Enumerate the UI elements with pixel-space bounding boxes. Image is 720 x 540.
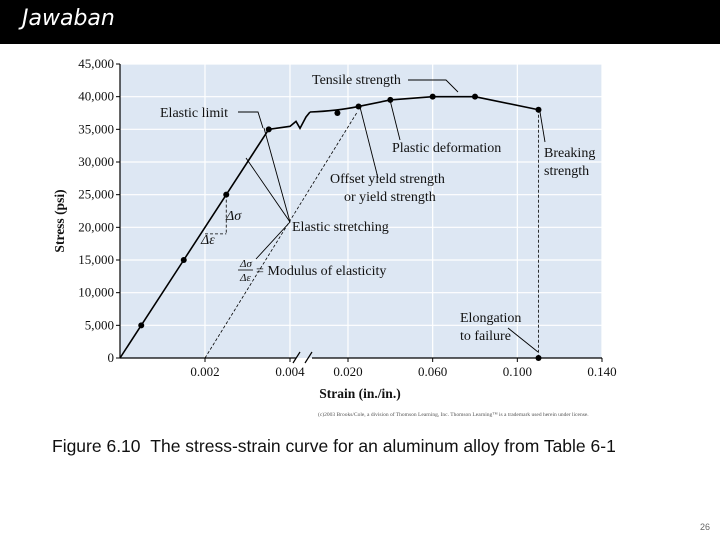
y-tick-label: 0	[108, 350, 115, 365]
y-tick-label: 25,000	[78, 187, 114, 202]
curve-plastic	[309, 95, 539, 113]
data-point	[180, 257, 187, 263]
y-tick-label: 5,000	[85, 317, 114, 332]
figure-caption: Figure 6.10 The stress-strain curve for …	[52, 436, 616, 457]
annotation-modulus-top: Δσ	[239, 258, 252, 270]
data-point	[334, 110, 341, 116]
y-tick-label: 15,000	[78, 252, 114, 267]
delta-sigma-label: Δσ	[225, 209, 242, 224]
x-tick-label: 0.060	[418, 364, 447, 379]
leader-tensile	[408, 79, 459, 93]
leader-elongation	[507, 327, 539, 353]
leader-elastic-limit-2	[263, 127, 291, 223]
offset-dashed-line	[204, 112, 358, 359]
breaking-point-marker	[535, 355, 542, 361]
leader-breaking	[539, 111, 546, 143]
y-tick-label: 10,000	[78, 285, 114, 300]
x-tick-label: 0.004	[275, 364, 305, 379]
annotation-modulus-text: = Modulus of elasticity	[256, 264, 386, 279]
annotation-elongation-1: Elongation	[460, 311, 521, 326]
leader-plastic	[389, 99, 401, 141]
header-bar: Jawaban	[0, 0, 720, 44]
x-tick-label: 0.100	[503, 364, 532, 379]
annotation-offset-2: or yield strength	[344, 190, 436, 205]
annotation-elongation-2: to failure	[460, 329, 511, 344]
x-axis-label: Strain (in./in.)	[319, 386, 400, 401]
annotation-elastic-stretching: Elastic stretching	[292, 220, 389, 235]
data-point	[265, 126, 272, 133]
leader-offset	[359, 106, 379, 179]
leader-elastic-stretching	[245, 157, 291, 260]
y-tick-label: 35,000	[78, 121, 114, 136]
annotation-tensile: Tensile strength	[312, 73, 401, 88]
data-point	[138, 322, 145, 329]
annotation-elastic-limit: Elastic limit	[160, 106, 228, 121]
annotation-modulus-bottom: Δε	[239, 272, 251, 284]
annotation-offset-1: Offset yield strength	[330, 172, 445, 187]
annotation-breaking-2: strength	[544, 164, 589, 179]
caption-label: Figure 6.10	[52, 436, 141, 456]
page-number: 26	[699, 522, 710, 532]
x-tick-label: 0.002	[190, 364, 219, 379]
y-tick-label: 45,000	[78, 56, 114, 71]
x-tick-label: 0.140	[587, 364, 616, 379]
slide-title: Jawaban	[22, 6, 115, 31]
y-axis-label: Stress (psi)	[52, 189, 67, 252]
leader-elastic-limit	[238, 111, 264, 129]
plot-background	[120, 64, 602, 358]
caption-text: The stress-strain curve for an aluminum …	[150, 436, 616, 456]
delta-epsilon-label: Δε	[200, 233, 215, 248]
data-point	[429, 93, 436, 100]
annotation-breaking-1: Breaking	[544, 146, 595, 161]
y-tick-label: 20,000	[78, 219, 114, 234]
y-tick-label: 30,000	[78, 154, 114, 169]
copyright-notice: (c)2003 Brooks/Cole, a division of Thoms…	[318, 412, 589, 418]
y-tick-label: 40,000	[78, 89, 114, 104]
data-point	[472, 93, 478, 100]
axis-break-mark	[292, 351, 313, 364]
x-tick-label: 0.020	[333, 364, 362, 379]
annotation-plastic: Plastic deformation	[392, 141, 501, 156]
curve-elastic	[119, 111, 311, 359]
